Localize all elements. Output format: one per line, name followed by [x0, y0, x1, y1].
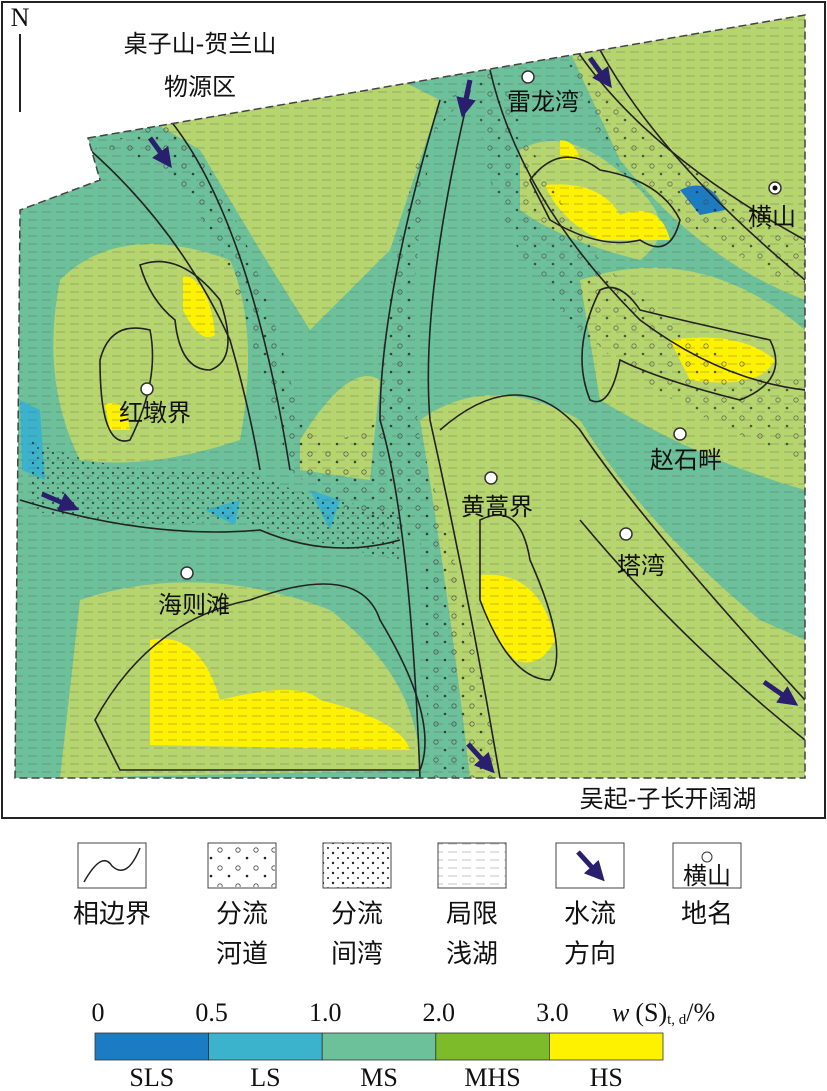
unit-part: w	[612, 998, 630, 1027]
map-frame	[1, 1, 826, 819]
place-name: 海则滩	[158, 591, 230, 619]
legend-swatch	[672, 842, 742, 889]
scale-segment	[321, 1032, 437, 1061]
place-dot	[521, 70, 535, 84]
scale-tick: 0.5	[195, 998, 228, 1027]
place-dot	[484, 471, 498, 485]
place-name: 塔湾	[617, 552, 665, 580]
legend-label: 分流	[331, 900, 383, 930]
source-area: 物源区	[164, 73, 236, 101]
scale-tick: 3.0	[536, 998, 569, 1027]
place-dot-center	[772, 185, 778, 191]
place-name: 雷龙湾	[507, 88, 579, 116]
scale-segment	[549, 1032, 664, 1061]
place-dot	[140, 382, 154, 396]
scale-class: MHS	[464, 1063, 520, 1091]
unit-part: t, d	[667, 1012, 687, 1028]
scale-tick: 1.0	[309, 998, 342, 1027]
scale-tick: 2.0	[423, 998, 456, 1027]
source-area: 桌子山-贺兰山	[124, 30, 277, 58]
compass: N	[11, 3, 30, 32]
map	[15, 15, 805, 778]
swatch-arrow	[576, 850, 605, 882]
legend-swatch	[437, 842, 507, 889]
legend-label: 方向	[564, 940, 616, 970]
legend-label: 地名	[681, 900, 733, 930]
legend-label: 相边界	[73, 900, 151, 930]
legend-label: 间湾	[331, 940, 383, 970]
scale-unit: w (S)t, d/%	[612, 998, 715, 1028]
place-dot	[673, 427, 687, 441]
legend-label: 局限	[446, 900, 498, 930]
legend-label: 分流	[216, 900, 268, 930]
swatch-dot	[701, 851, 713, 863]
scale-segment	[208, 1032, 323, 1061]
scale-segment	[435, 1032, 550, 1061]
scale-class: SLS	[129, 1063, 174, 1091]
legend-label: 水流	[564, 900, 616, 930]
legend-swatch	[322, 842, 392, 889]
scale-class: LS	[250, 1063, 280, 1091]
legend-label: 河道	[216, 940, 268, 970]
scale-segment	[94, 1032, 209, 1061]
scale-class: HS	[590, 1063, 623, 1091]
place-name: 赵石畔	[650, 446, 722, 474]
scale-tick: 0	[92, 998, 105, 1027]
swatch-place: 横山	[683, 862, 731, 890]
place-dot	[180, 566, 194, 580]
lake-name: 吴起-子长开阔湖	[580, 785, 757, 813]
place-name: 黄蒿界	[461, 493, 533, 521]
scale-class: MS	[360, 1063, 398, 1091]
place-name: 红墩界	[119, 399, 191, 427]
swatch-fill	[209, 844, 275, 887]
legend-label: 浅湖	[446, 940, 498, 970]
swatch-line	[83, 847, 141, 883]
unit-part: /%	[686, 998, 715, 1027]
place-dot	[619, 527, 633, 541]
place-name: 横山	[748, 203, 796, 231]
unit-part: (S)	[635, 998, 667, 1027]
color-scale: SLS LS MS MHS HS 0 0.5 1.0 2.0 3.0 w (S)t, d/%	[92, 998, 716, 1091]
